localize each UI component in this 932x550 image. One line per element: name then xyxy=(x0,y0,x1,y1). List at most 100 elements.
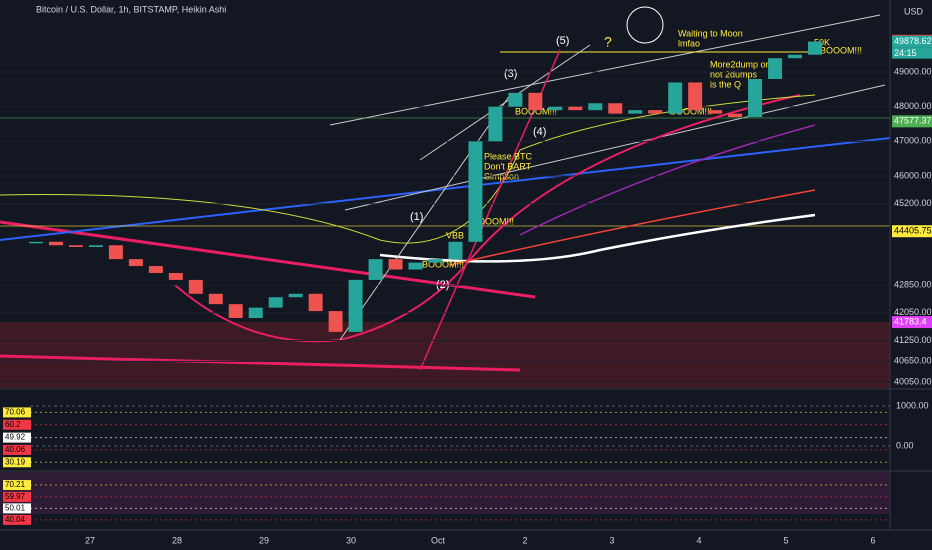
note: Waiting to Moon xyxy=(678,28,743,38)
candle xyxy=(29,241,43,244)
candle xyxy=(568,106,583,111)
candle xyxy=(368,259,383,280)
price-tag-label: 44405.75 xyxy=(894,226,932,236)
moon-doodle xyxy=(626,6,664,44)
candle xyxy=(288,293,303,298)
right-tick-label: 1000.00 xyxy=(896,400,929,410)
moving-average xyxy=(0,94,816,244)
stoch-band xyxy=(0,472,890,514)
candle xyxy=(88,245,103,248)
candle xyxy=(668,82,683,114)
wave-label: (1) xyxy=(410,211,423,223)
y-tick-label: 47000.00 xyxy=(894,136,932,146)
y-tick-label: 40650.00 xyxy=(894,356,932,366)
candle xyxy=(428,259,443,263)
boom: BOOOM!!! xyxy=(422,259,464,269)
level-tag xyxy=(3,480,31,491)
moving-average xyxy=(174,94,801,343)
candle xyxy=(608,103,623,114)
note: not 2dumps xyxy=(710,69,758,79)
note: Don't BART xyxy=(484,161,532,171)
countdown-tag xyxy=(892,47,932,59)
note: 50K xyxy=(814,37,830,47)
candle xyxy=(68,245,83,248)
price-tag xyxy=(892,35,932,48)
y-tick-label: 48000.00 xyxy=(894,101,932,111)
wave-line xyxy=(419,44,591,161)
candle xyxy=(708,110,723,114)
price-tag-label: 49878.62 xyxy=(894,36,932,46)
x-tick-label: 4 xyxy=(696,535,701,545)
y-tick-label: 41250.00 xyxy=(894,335,932,345)
candle xyxy=(588,103,603,111)
chart-title: Bitcoin / U.S. Dollar, 1h, BITSTAMP, Hei… xyxy=(36,4,226,14)
candle xyxy=(108,245,123,260)
x-tick-label: 28 xyxy=(172,535,182,545)
level-tag xyxy=(3,419,31,430)
candle xyxy=(488,106,503,142)
level-tag xyxy=(3,491,31,502)
candle xyxy=(788,54,803,59)
price-tag-label: 47577.37 xyxy=(894,116,932,126)
candle xyxy=(328,311,343,332)
candle xyxy=(208,293,223,305)
level-label: 70.06 xyxy=(5,408,26,417)
candle xyxy=(748,78,763,118)
y-tick-label: 49000.00 xyxy=(894,66,932,76)
level-tag xyxy=(3,503,31,514)
candle xyxy=(388,259,403,270)
boom: BOOOM!!! xyxy=(472,216,514,226)
level-label: 40.06 xyxy=(5,445,26,454)
candle xyxy=(228,304,243,319)
x-tick-label: 5 xyxy=(783,535,788,545)
note: lmfao xyxy=(678,38,700,48)
trendline xyxy=(0,354,521,372)
level-label: 70.21 xyxy=(5,480,26,489)
candle xyxy=(468,141,483,242)
y-tick-label: 42850.00 xyxy=(894,279,932,289)
level-label: 49.92 xyxy=(5,433,26,442)
price-tag xyxy=(892,225,932,238)
candle xyxy=(408,262,423,270)
boom: BOOOM!!! xyxy=(820,45,862,55)
candle xyxy=(528,92,543,111)
candle xyxy=(268,297,283,308)
note: is the Q xyxy=(710,79,741,89)
volume-zone xyxy=(0,322,890,388)
candle xyxy=(308,293,323,312)
candle xyxy=(148,266,163,273)
moving-average xyxy=(449,189,816,266)
wave-line xyxy=(339,94,511,341)
price-tag xyxy=(892,316,932,329)
boom: BOOOM!!! xyxy=(670,106,712,116)
candle xyxy=(548,106,563,111)
level-label: 40.04 xyxy=(5,515,26,524)
x-tick-label: 30 xyxy=(346,535,356,545)
candle xyxy=(808,41,822,55)
candle xyxy=(768,58,783,79)
question: ? xyxy=(604,34,612,50)
candle xyxy=(348,279,363,332)
level-tag xyxy=(3,457,31,468)
price-tag xyxy=(892,115,932,128)
boom: BOOOM!!! xyxy=(515,106,557,116)
level-tag xyxy=(3,432,31,443)
level-label: 30.19 xyxy=(5,457,26,466)
candle xyxy=(48,241,63,246)
level-tag xyxy=(3,407,31,418)
candle xyxy=(508,92,523,107)
right-tick-label: 0.00 xyxy=(896,440,914,450)
x-tick-label: 3 xyxy=(609,535,614,545)
candle xyxy=(448,241,463,260)
currency: USD xyxy=(904,6,924,16)
countdown: 24:15 xyxy=(894,48,917,58)
level-tag xyxy=(3,444,31,455)
note: Please BTC xyxy=(484,151,533,161)
wave-label: (5) xyxy=(556,35,569,47)
x-tick-label: 6 xyxy=(870,535,875,545)
y-tick-label: 40050.00 xyxy=(894,376,932,386)
note: More2dump or xyxy=(710,59,769,69)
x-tick-label: 29 xyxy=(259,535,269,545)
x-tick-label: 27 xyxy=(85,535,95,545)
